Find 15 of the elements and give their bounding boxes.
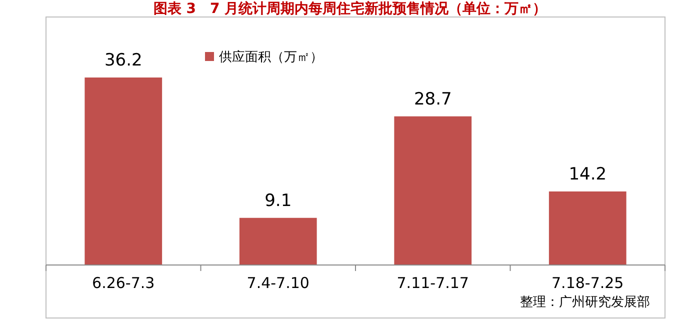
data-label: 14.2 [568, 164, 607, 184]
data-label: 28.7 [414, 89, 452, 110]
x-tick-label: 7.11-7.17 [396, 274, 469, 292]
x-tick-label: 6.26-7.3 [92, 274, 155, 292]
x-tick-label: 7.18-7.25 [552, 274, 624, 292]
bar [548, 191, 626, 265]
x-tick-label: 7.4-7.10 [246, 274, 310, 292]
legend-label: 供应面积（万㎡） [219, 49, 323, 65]
data-label: 36.2 [104, 50, 142, 70]
chart-title: 图表 3 7 月统计周期内每周住宅新批预售情况（单位：万㎡） [153, 0, 547, 17]
bar [84, 78, 162, 265]
bar [394, 116, 472, 265]
text: 整理：广州研究发展部 [520, 295, 650, 310]
data-label: 9.1 [264, 190, 292, 211]
bar [239, 218, 317, 265]
